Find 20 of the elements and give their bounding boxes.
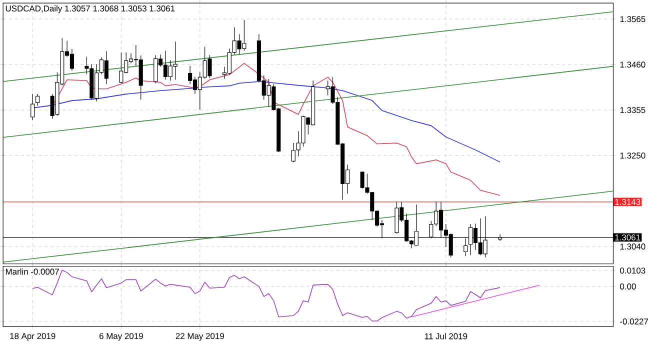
chart-title: Marlin -0.0007: [6, 268, 59, 274]
y-tick-label: 1.3040: [620, 243, 646, 250]
x-tick-label: 22 May 2019: [176, 332, 224, 340]
ref-line-label: 1.3143: [615, 198, 640, 205]
y-tick-label: -0.0227: [620, 318, 648, 324]
y-tick-label: 1.3355: [620, 106, 646, 113]
candlestick: [36, 94, 40, 106]
y-tick-label: 1.3565: [620, 16, 646, 22]
x-tick-label: 6 May 2019: [100, 332, 143, 340]
y-tick-label: 1.3460: [620, 61, 646, 68]
line-series: [32, 80, 500, 162]
x-tick-label: 11 Jul 2019: [425, 332, 468, 340]
ref-line-label: 1.3061: [615, 234, 640, 240]
y-tick-label: 1.3250: [620, 152, 646, 158]
line-series: [32, 270, 500, 322]
y-tick-label: 0.0103: [620, 267, 646, 274]
y-tick-label: 0.00: [620, 283, 636, 290]
candlestick: [30, 94, 35, 120]
chart-title: USDCAD,Daily 1.3057 1.3068 1.3053 1.3061: [6, 5, 175, 13]
x-tick-label: 18 Apr 2019: [10, 332, 56, 340]
